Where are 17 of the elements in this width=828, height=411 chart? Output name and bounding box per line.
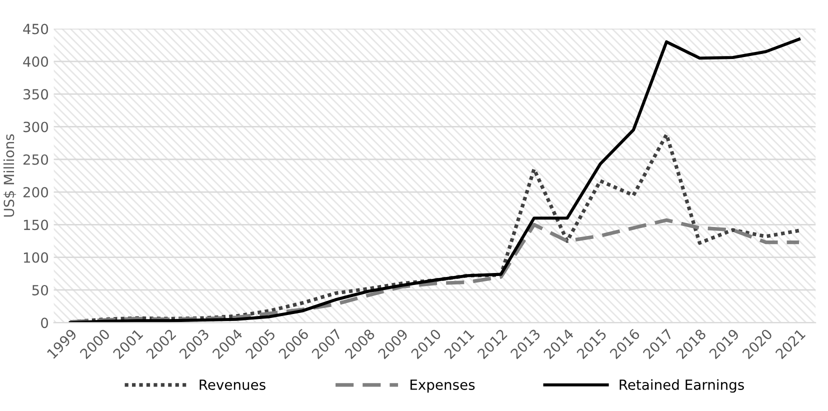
line-series	[68, 218, 801, 323]
y-tick-label: 100	[24, 252, 48, 263]
legend-label: Revenues	[200, 380, 266, 390]
y-axis-title: US$ Millions	[3, 134, 16, 217]
y-tick-label: 0	[41, 318, 48, 328]
legend-label: Expenses	[410, 380, 475, 393]
y-tick-label: 200	[23, 186, 48, 198]
y-tick-label: 450	[23, 24, 48, 34]
line-series	[68, 132, 801, 323]
y-tick-label: 400	[23, 56, 48, 67]
y-tick-label: 50	[32, 284, 48, 296]
y-tick-label: 150	[24, 220, 48, 230]
line-series	[68, 38, 801, 323]
y-tick-label: 350	[24, 89, 48, 100]
legend-label: Retained Earnings	[620, 379, 744, 393]
y-tick-label: 250	[23, 154, 48, 165]
y-tick-label: 300	[24, 122, 48, 132]
